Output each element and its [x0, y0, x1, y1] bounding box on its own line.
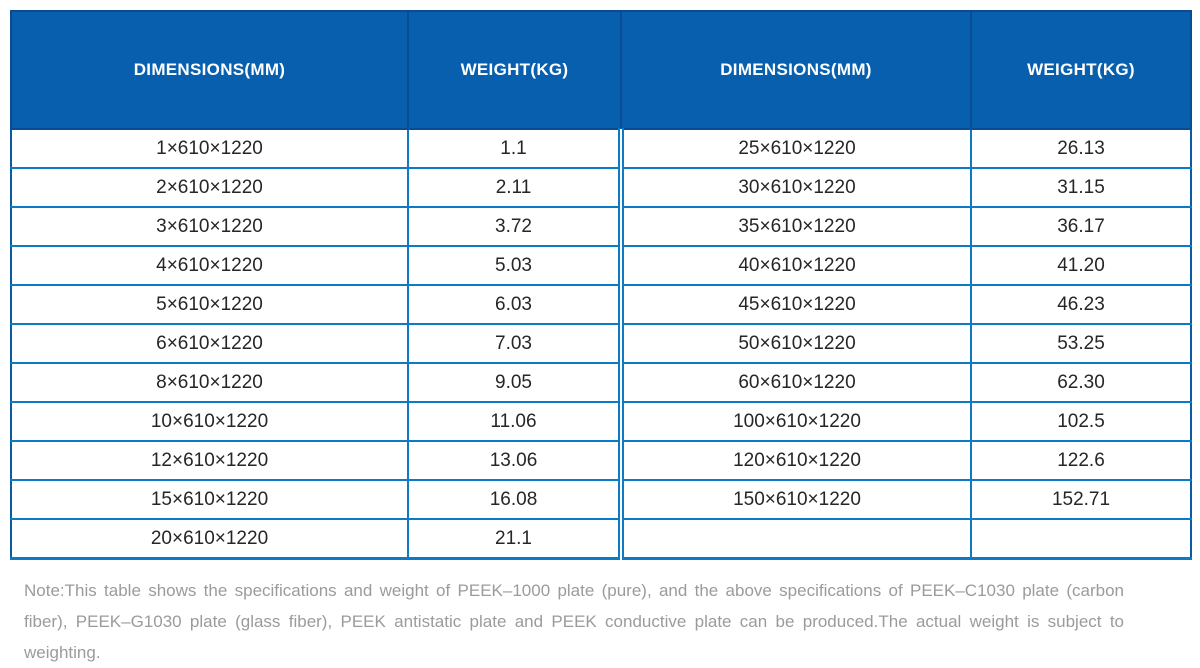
note-text: Note:This table shows the specifications… [24, 581, 1124, 662]
dimensions-cell: 30×610×1220 [618, 167, 972, 208]
dimensions-cell [618, 518, 972, 560]
weight-cell: 46.23 [970, 284, 1192, 325]
header-row: DIMENSIONS(MM) WEIGHT(KG) DIMENSIONS(MM)… [10, 10, 1192, 130]
dimensions-cell: 12×610×1220 [10, 440, 409, 481]
table-row: 5×610×1220 6.03 45×610×1220 46.23 [10, 284, 1192, 325]
table-row: 2×610×1220 2.11 30×610×1220 31.15 [10, 167, 1192, 208]
weight-cell: 26.13 [970, 128, 1192, 169]
table-row: 8×610×1220 9.05 60×610×1220 62.30 [10, 362, 1192, 403]
table-row: 12×610×1220 13.06 120×610×1220 122.6 [10, 440, 1192, 481]
dimensions-cell: 15×610×1220 [10, 479, 409, 520]
table-row: 15×610×1220 16.08 150×610×1220 152.71 [10, 479, 1192, 520]
weight-cell: 1.1 [407, 128, 622, 169]
weight-cell: 5.03 [407, 245, 622, 286]
column-header-dimensions-left: DIMENSIONS(MM) [10, 10, 409, 130]
dimensions-cell: 60×610×1220 [618, 362, 972, 403]
dimensions-cell: 6×610×1220 [10, 323, 409, 364]
weight-cell: 122.6 [970, 440, 1192, 481]
dimensions-cell: 120×610×1220 [618, 440, 972, 481]
dimensions-cell: 40×610×1220 [618, 245, 972, 286]
weight-cell: 13.06 [407, 440, 622, 481]
weight-cell: 3.72 [407, 206, 622, 247]
weight-cell [970, 518, 1192, 560]
weight-cell: 152.71 [970, 479, 1192, 520]
dimensions-cell: 35×610×1220 [618, 206, 972, 247]
dimensions-cell: 3×610×1220 [10, 206, 409, 247]
weight-cell: 7.03 [407, 323, 622, 364]
weight-cell: 62.30 [970, 362, 1192, 403]
weight-cell: 9.05 [407, 362, 622, 403]
dimensions-cell: 4×610×1220 [10, 245, 409, 286]
dimensions-cell: 100×610×1220 [618, 401, 972, 442]
dimensions-cell: 50×610×1220 [618, 323, 972, 364]
dimensions-cell: 150×610×1220 [618, 479, 972, 520]
column-header-weight-right: WEIGHT(KG) [970, 10, 1192, 130]
table-row: 3×610×1220 3.72 35×610×1220 36.17 [10, 206, 1192, 247]
weight-cell: 102.5 [970, 401, 1192, 442]
dimensions-cell: 1×610×1220 [10, 128, 409, 169]
dimensions-cell: 20×610×1220 [10, 518, 409, 560]
table-row: 4×610×1220 5.03 40×610×1220 41.20 [10, 245, 1192, 286]
dimensions-cell: 10×610×1220 [10, 401, 409, 442]
weight-cell: 6.03 [407, 284, 622, 325]
column-header-weight-left: WEIGHT(KG) [407, 10, 622, 130]
table-row: 1×610×1220 1.1 25×610×1220 26.13 [10, 128, 1192, 169]
table-row: 20×610×1220 21.1 [10, 518, 1192, 560]
weight-cell: 53.25 [970, 323, 1192, 364]
table-body: 1×610×1220 1.1 25×610×1220 26.13 2×610×1220 2… [10, 128, 1192, 560]
dimensions-cell: 25×610×1220 [618, 128, 972, 169]
table-header: DIMENSIONS(MM) WEIGHT(KG) DIMENSIONS(MM)… [10, 10, 1192, 130]
dimensions-cell: 45×610×1220 [618, 284, 972, 325]
dimensions-cell: 8×610×1220 [10, 362, 409, 403]
weight-cell: 16.08 [407, 479, 622, 520]
weight-cell: 41.20 [970, 245, 1192, 286]
spec-table: DIMENSIONS(MM) WEIGHT(KG) DIMENSIONS(MM)… [10, 10, 1192, 560]
weight-cell: 2.11 [407, 167, 622, 208]
column-header-dimensions-right: DIMENSIONS(MM) [620, 10, 972, 130]
weight-cell: 31.15 [970, 167, 1192, 208]
dimensions-cell: 2×610×1220 [10, 167, 409, 208]
table-row: 10×610×1220 11.06 100×610×1220 102.5 [10, 401, 1192, 442]
weight-cell: 21.1 [407, 518, 622, 560]
weight-cell: 11.06 [407, 401, 622, 442]
dimensions-cell: 5×610×1220 [10, 284, 409, 325]
table-row: 6×610×1220 7.03 50×610×1220 53.25 [10, 323, 1192, 364]
weight-cell: 36.17 [970, 206, 1192, 247]
